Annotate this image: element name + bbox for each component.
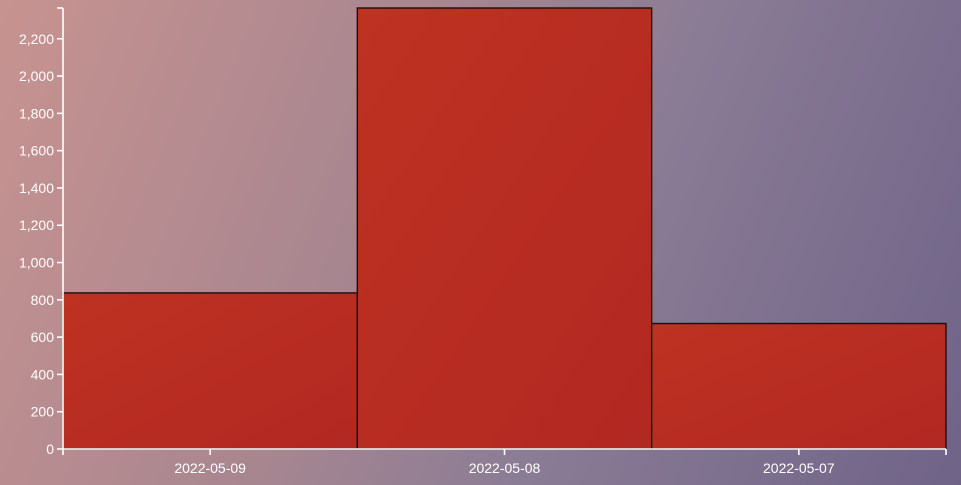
y-tick-label-400: 400 [31, 366, 55, 382]
y-tick-label-2000: 2,000 [19, 68, 54, 84]
y-tick-label-1400: 1,400 [19, 180, 54, 196]
y-tick-label-600: 600 [31, 329, 55, 345]
x-tick-label-2022-05-07: 2022-05-07 [763, 460, 835, 476]
y-tick-label-1000: 1,000 [19, 255, 54, 271]
y-tick-label-2200: 2,200 [19, 31, 54, 47]
y-tick-label-1600: 1,600 [19, 143, 54, 159]
bar-2022-05-07 [650, 322, 947, 450]
x-tick-label-2022-05-08: 2022-05-08 [469, 460, 541, 476]
y-tick-label-200: 200 [31, 404, 55, 420]
y-tick-label-0: 0 [46, 441, 54, 457]
y-tick-label-1800: 1,800 [19, 105, 54, 121]
bar-2022-05-09 [62, 292, 359, 450]
x-tick-label-2022-05-09: 2022-05-09 [174, 460, 246, 476]
y-tick-label-800: 800 [31, 292, 55, 308]
x-axis: 2022-05-09 2022-05-08 2022-05-07 [62, 448, 947, 476]
bar-2022-05-08 [356, 7, 653, 450]
y-axis: 0 200 400 600 800 1,000 1,200 1,400 1,600 1,800 2,… [19, 7, 64, 457]
bars-layer [62, 7, 947, 450]
y-tick-label-1200: 1,200 [19, 217, 54, 233]
